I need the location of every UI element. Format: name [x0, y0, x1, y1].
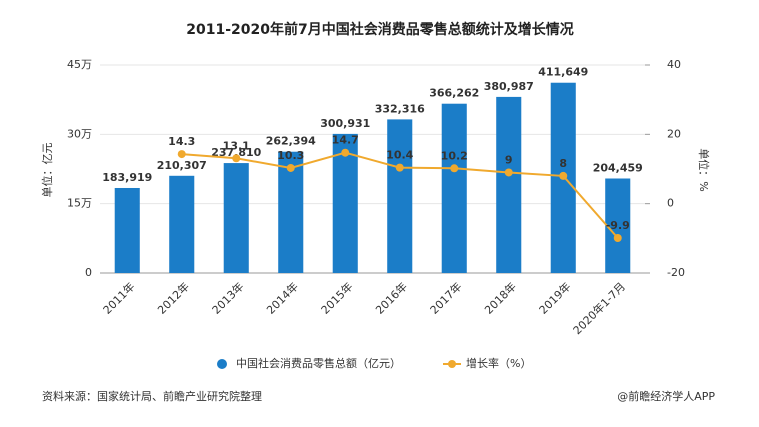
legend-label: 中国社会消费品零售总额（亿元） [236, 356, 401, 370]
y2-axis-title: 单位：% [697, 148, 711, 191]
x-tick-label: 2014年 [264, 279, 301, 316]
legend-label: 增长率（%） [466, 356, 531, 370]
x-tick-label: 2017年 [427, 279, 464, 316]
bar [114, 187, 140, 273]
x-tick-label: 2018年 [482, 279, 519, 316]
bar [169, 175, 195, 273]
bar-value-label: 411,649 [538, 66, 588, 79]
bar-value-label: 366,262 [429, 87, 479, 100]
bar [332, 133, 358, 273]
bar-value-label: 300,931 [320, 117, 370, 130]
y-tick-label: 0 [85, 266, 92, 279]
y2-tick-label: 40 [667, 58, 681, 71]
line-point [613, 233, 622, 242]
x-tick-label: 2013年 [209, 279, 246, 316]
chart-title: 2011-2020年前7月中国社会消费品零售总额统计及增长情况 [186, 21, 573, 38]
line-point [450, 164, 459, 173]
line-point [286, 163, 295, 172]
bar-value-label: 380,987 [484, 80, 534, 93]
bar-value-label: 332,316 [375, 102, 425, 115]
y-tick-label: 15万 [67, 197, 92, 210]
line-value-label: 14.3 [168, 135, 195, 148]
x-tick-label: 2020年1-7月 [570, 279, 628, 337]
bar-value-label: 210,307 [157, 159, 207, 172]
line-value-label: 8 [559, 157, 567, 170]
x-tick-label: 2012年 [155, 279, 192, 316]
bar-value-label: 262,394 [266, 135, 316, 148]
line-value-label: 10.2 [441, 149, 468, 162]
line-point [504, 168, 513, 177]
y2-tick-label: 20 [667, 127, 681, 140]
line-point [232, 154, 241, 163]
line-point [341, 148, 350, 157]
line-value-label: 10.4 [386, 149, 413, 162]
line-value-label: 10.3 [277, 149, 304, 162]
bar [441, 103, 467, 273]
y2-tick-label: -20 [667, 266, 685, 279]
line-point [559, 171, 568, 180]
line-value-label: 9 [505, 153, 513, 166]
line-value-label: 13.1 [223, 139, 250, 152]
bar [223, 163, 249, 273]
y2-tick-label: 0 [667, 197, 674, 210]
line-point [395, 163, 404, 172]
line-value-label: -9.9 [606, 219, 630, 232]
y-tick-label: 30万 [67, 127, 92, 140]
source: 资料来源：国家统计局、前瞻产业研究院整理 [42, 389, 262, 403]
line-value-label: 14.7 [332, 134, 359, 147]
x-tick-label: 2015年 [318, 279, 355, 316]
y-tick-label: 45万 [67, 58, 92, 71]
legend-marker [217, 359, 227, 369]
legend-marker [448, 360, 456, 368]
credit: @前瞻经济学人APP [617, 389, 715, 403]
y-axis-title: 单位：亿元 [40, 143, 54, 198]
line-point [177, 150, 186, 159]
bar [496, 96, 522, 273]
bar-value-label: 204,459 [593, 161, 643, 174]
x-tick-label: 2019年 [536, 279, 573, 316]
bar [605, 178, 631, 273]
bar [387, 119, 413, 274]
x-tick-label: 2016年 [373, 279, 410, 316]
bar-value-label: 183,919 [102, 171, 152, 184]
x-tick-label: 2011年 [100, 279, 137, 316]
bar-value-label: 237,810 [211, 146, 261, 159]
